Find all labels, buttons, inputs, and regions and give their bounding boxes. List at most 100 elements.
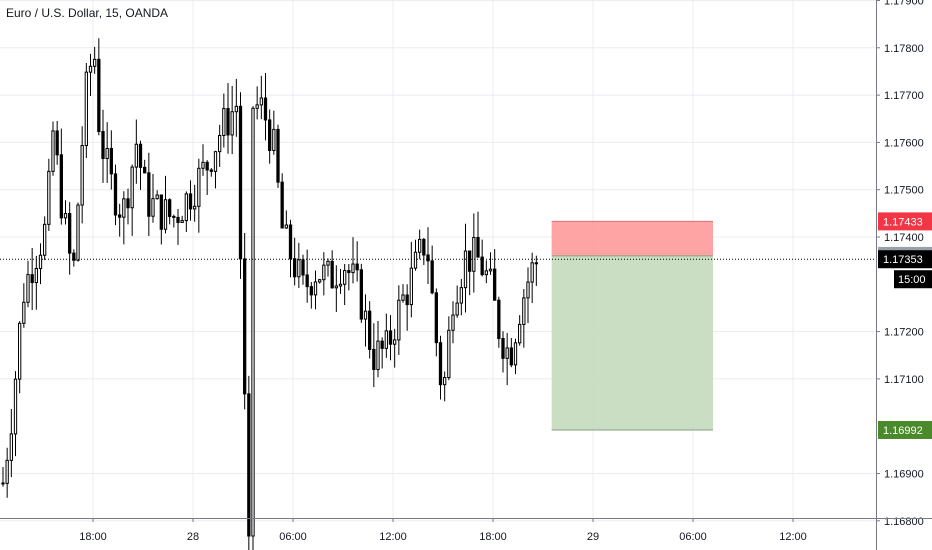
stop-loss-zone[interactable] [551, 221, 713, 256]
candle-body [509, 347, 513, 366]
y-tick-label: 1.16900 [884, 469, 924, 481]
y-tick-label: 1.17400 [884, 232, 924, 244]
candle-body [234, 105, 238, 113]
candle-body [334, 285, 338, 289]
candle-body [488, 268, 493, 272]
candle-body [51, 130, 55, 172]
candle-body [305, 274, 309, 288]
candle-body [38, 254, 43, 270]
candle-body [263, 97, 268, 121]
candle-body [101, 131, 105, 159]
x-tick-label: 12:00 [379, 531, 407, 543]
take-profit-zone[interactable] [551, 255, 713, 430]
candle-body [455, 302, 459, 316]
x-tick-label: 12:00 [779, 531, 807, 543]
candle-body [288, 224, 293, 260]
candle-body [430, 260, 434, 294]
candle-body [368, 310, 372, 350]
candle-body [122, 198, 126, 218]
candle-body [434, 292, 438, 344]
candle-body [72, 252, 76, 261]
target-price-badge-label: 1.16992 [883, 425, 923, 437]
candle-body [93, 58, 97, 67]
candle-body [126, 198, 130, 209]
candle-body [105, 147, 109, 159]
candle-body [138, 143, 143, 168]
position-zones[interactable] [551, 220, 713, 431]
candle-body [422, 238, 426, 256]
y-tick-label: 1.17800 [884, 43, 924, 55]
candle-body [401, 294, 405, 301]
candle-body [205, 161, 209, 171]
candle-body [151, 198, 155, 217]
candle-body [197, 167, 201, 207]
candle-body [13, 378, 18, 435]
candle-body [388, 330, 393, 345]
candle-body [259, 97, 263, 106]
candle-body [188, 193, 193, 210]
candle-body [447, 329, 451, 379]
candle-body [238, 105, 243, 260]
candle-body [9, 433, 13, 461]
current-price-badge-label: 1.17353 [883, 254, 923, 266]
countdown-label: 15:00 [898, 274, 926, 286]
candle-body [530, 262, 534, 283]
candle-body [209, 169, 213, 172]
candle-body [359, 269, 363, 320]
candle-body [522, 297, 526, 325]
candle-body [34, 268, 38, 284]
candle-body [147, 172, 151, 217]
candle-body [518, 323, 522, 344]
candle-body [18, 322, 22, 380]
candlestick-series [0, 38, 876, 550]
candle-body [30, 274, 34, 284]
chart-grid [0, 0, 876, 522]
countdown-badge: 15:00 [894, 270, 932, 289]
candle-body [301, 259, 305, 276]
candle-body [476, 237, 480, 258]
candle-body [159, 194, 163, 230]
candle-body [497, 299, 501, 339]
y-tick-label: 1.17100 [884, 374, 924, 386]
candle-body [88, 65, 93, 73]
target-price-badge-bg [878, 420, 932, 439]
candle-body [68, 213, 72, 254]
candle-body [309, 286, 313, 296]
x-tick-label: 06:00 [679, 531, 707, 543]
candle-body [255, 104, 259, 109]
candle-body [218, 135, 222, 153]
candle-body [363, 310, 368, 320]
candle-body [5, 459, 9, 484]
candle-body [55, 130, 59, 156]
candle-body [493, 268, 497, 301]
candle-body [243, 258, 247, 395]
candle-body [338, 283, 343, 287]
candle-body [22, 301, 26, 324]
candle-body [405, 294, 409, 306]
candle-body [201, 161, 205, 169]
candle-body [180, 220, 184, 223]
candle-body [63, 213, 68, 219]
candle-body [293, 258, 297, 278]
candle-body [280, 181, 284, 229]
candle-body [380, 340, 384, 349]
candle-body [222, 108, 226, 137]
candle-body [59, 154, 63, 219]
candle-body [343, 270, 347, 285]
candle-body [513, 342, 518, 366]
candle-body [418, 238, 422, 253]
candle-body [184, 193, 188, 222]
y-tick-label: 1.16800 [884, 516, 924, 528]
candle-body [376, 340, 380, 370]
y-tick-label: 1.17200 [884, 327, 924, 339]
candle-body [109, 147, 113, 175]
candle-body [393, 339, 397, 345]
y-tick-label: 1.17600 [884, 137, 924, 149]
candle-body [251, 107, 255, 537]
candle-body [347, 270, 351, 274]
candle-body [47, 170, 51, 225]
x-tick-label: 06:00 [279, 531, 307, 543]
candle-body [326, 260, 330, 266]
